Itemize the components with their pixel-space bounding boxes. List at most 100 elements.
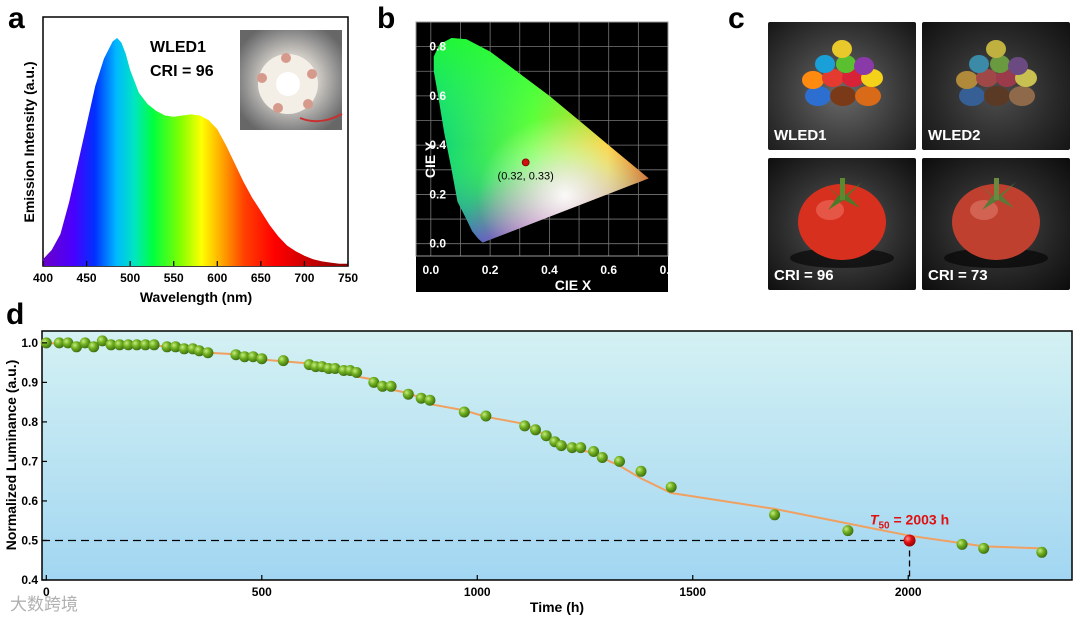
data-point <box>105 339 117 351</box>
emission-area <box>43 38 348 266</box>
led-photo-inset <box>240 30 343 130</box>
t50-point <box>903 534 916 547</box>
data-point <box>377 380 388 392</box>
y-tick-label: 0.5 <box>21 533 38 547</box>
panel-label-b: b <box>377 2 396 35</box>
data-point <box>239 351 251 363</box>
y-tick-label: 0.6 <box>429 89 446 103</box>
x-tick-label: 550 <box>164 271 184 285</box>
x-tick-label: 0.0 <box>422 263 439 277</box>
data-point <box>635 465 647 477</box>
data-point <box>978 542 990 554</box>
data-point <box>277 355 289 367</box>
data-point <box>170 341 182 353</box>
cie-point <box>521 158 530 167</box>
cie-point-label: (0.32, 0.33) <box>498 170 554 182</box>
data-point <box>62 337 74 349</box>
photo-label: WLED2 <box>928 127 981 144</box>
panel-label-a: a <box>8 2 25 35</box>
t50-label: T50 = 2003 h <box>870 511 949 531</box>
y-tick-label: 0.9 <box>21 375 38 389</box>
cie-x-label: CIE X <box>555 277 592 293</box>
data-point <box>424 394 436 406</box>
data-point <box>178 343 190 355</box>
t50-value: = 2003 h <box>890 511 950 527</box>
data-point <box>114 339 126 351</box>
data-point <box>480 410 492 422</box>
data-point <box>161 341 173 353</box>
cie-chart: 0.0 0.2 0.4 0.6 0.8 0.0 0.2 0.4 0.6 0.8 (0.32, 0.… <box>415 21 677 293</box>
y-tick-label: 0.4 <box>21 573 38 587</box>
data-point <box>79 337 91 349</box>
photo-wled2-candies: WLED2 <box>922 22 1070 150</box>
y-tick-label: 0.2 <box>429 187 446 201</box>
data-point <box>842 525 854 537</box>
data-point <box>1036 546 1048 558</box>
data-point <box>96 335 108 347</box>
data-point <box>329 363 341 374</box>
data-point <box>540 430 552 442</box>
data-point <box>148 339 160 351</box>
x-axis-label: Wavelength (nm) <box>140 289 252 305</box>
x-tick-label: 0 <box>43 585 50 599</box>
data-point <box>956 538 968 550</box>
x-tick-label: 650 <box>251 271 271 285</box>
x-tick-label: 500 <box>252 585 272 599</box>
photo-label: CRI = 73 <box>928 267 988 284</box>
annotation-line-1: WLED1 <box>150 39 206 56</box>
data-point <box>458 406 470 418</box>
y-tick-label: 0.8 <box>21 415 38 429</box>
watermark: 大数跨境 <box>10 595 78 614</box>
x-tick-label: 750 <box>338 271 358 285</box>
data-point <box>588 446 600 457</box>
y-tick-label: 0.7 <box>21 454 38 468</box>
y-tick-label: 0.8 <box>429 40 446 54</box>
x-tick-label: 0.2 <box>482 263 499 277</box>
photo-label: CRI = 96 <box>774 267 834 284</box>
x-tick-label: 600 <box>207 271 227 285</box>
data-point <box>122 339 134 351</box>
photo-cri96-tomato: CRI = 96 <box>768 158 916 290</box>
x-axis-label: Time (h) <box>530 599 584 615</box>
x-tick-label: 500 <box>120 271 140 285</box>
data-point <box>555 440 567 452</box>
x-tick-label: 700 <box>294 271 314 285</box>
y-axis-label: Emission Intensity (a.u.) <box>21 61 37 222</box>
photo-label: WLED1 <box>774 127 827 144</box>
emission-spectrum-chart: 400 450 500 550 600 650 700 750 Wavelength (nm)… <box>21 16 358 305</box>
data-point <box>256 353 268 365</box>
data-point <box>596 452 608 463</box>
data-point <box>530 424 541 436</box>
data-point <box>71 341 82 353</box>
x-tick-label: 0.6 <box>600 263 617 277</box>
plot-frame <box>415 21 669 257</box>
y-tick-label: 1.0 <box>21 336 38 350</box>
x-tick-label: 1500 <box>679 585 706 599</box>
y-tick-label: 0.4 <box>429 138 446 152</box>
data-point <box>769 509 781 521</box>
data-point <box>368 376 380 388</box>
y-axis-label: Normalized Luminance (a.u.) <box>3 360 19 551</box>
data-point <box>247 351 259 363</box>
x-tick-label: 0.4 <box>541 263 558 277</box>
data-point <box>202 347 214 359</box>
t50-subscript: 50 <box>878 520 890 531</box>
data-point <box>131 339 143 351</box>
t50-symbol: T <box>870 511 880 527</box>
data-point <box>385 380 397 392</box>
x-tick-label: 450 <box>77 271 97 285</box>
data-point <box>566 442 578 454</box>
data-point <box>53 337 65 349</box>
data-point <box>614 455 625 467</box>
y-tick-label: 0.6 <box>21 494 38 508</box>
x-tick-label: 1000 <box>464 585 491 599</box>
data-point <box>402 388 414 400</box>
x-tick-label: 2000 <box>895 585 922 599</box>
panel-label-d: d <box>6 298 25 331</box>
data-point <box>351 367 363 378</box>
photo-cri73-tomato: CRI = 73 <box>922 158 1070 290</box>
data-point <box>665 481 677 493</box>
x-tick-label: 400 <box>33 271 53 285</box>
data-point <box>575 442 587 454</box>
data-point <box>230 349 242 361</box>
